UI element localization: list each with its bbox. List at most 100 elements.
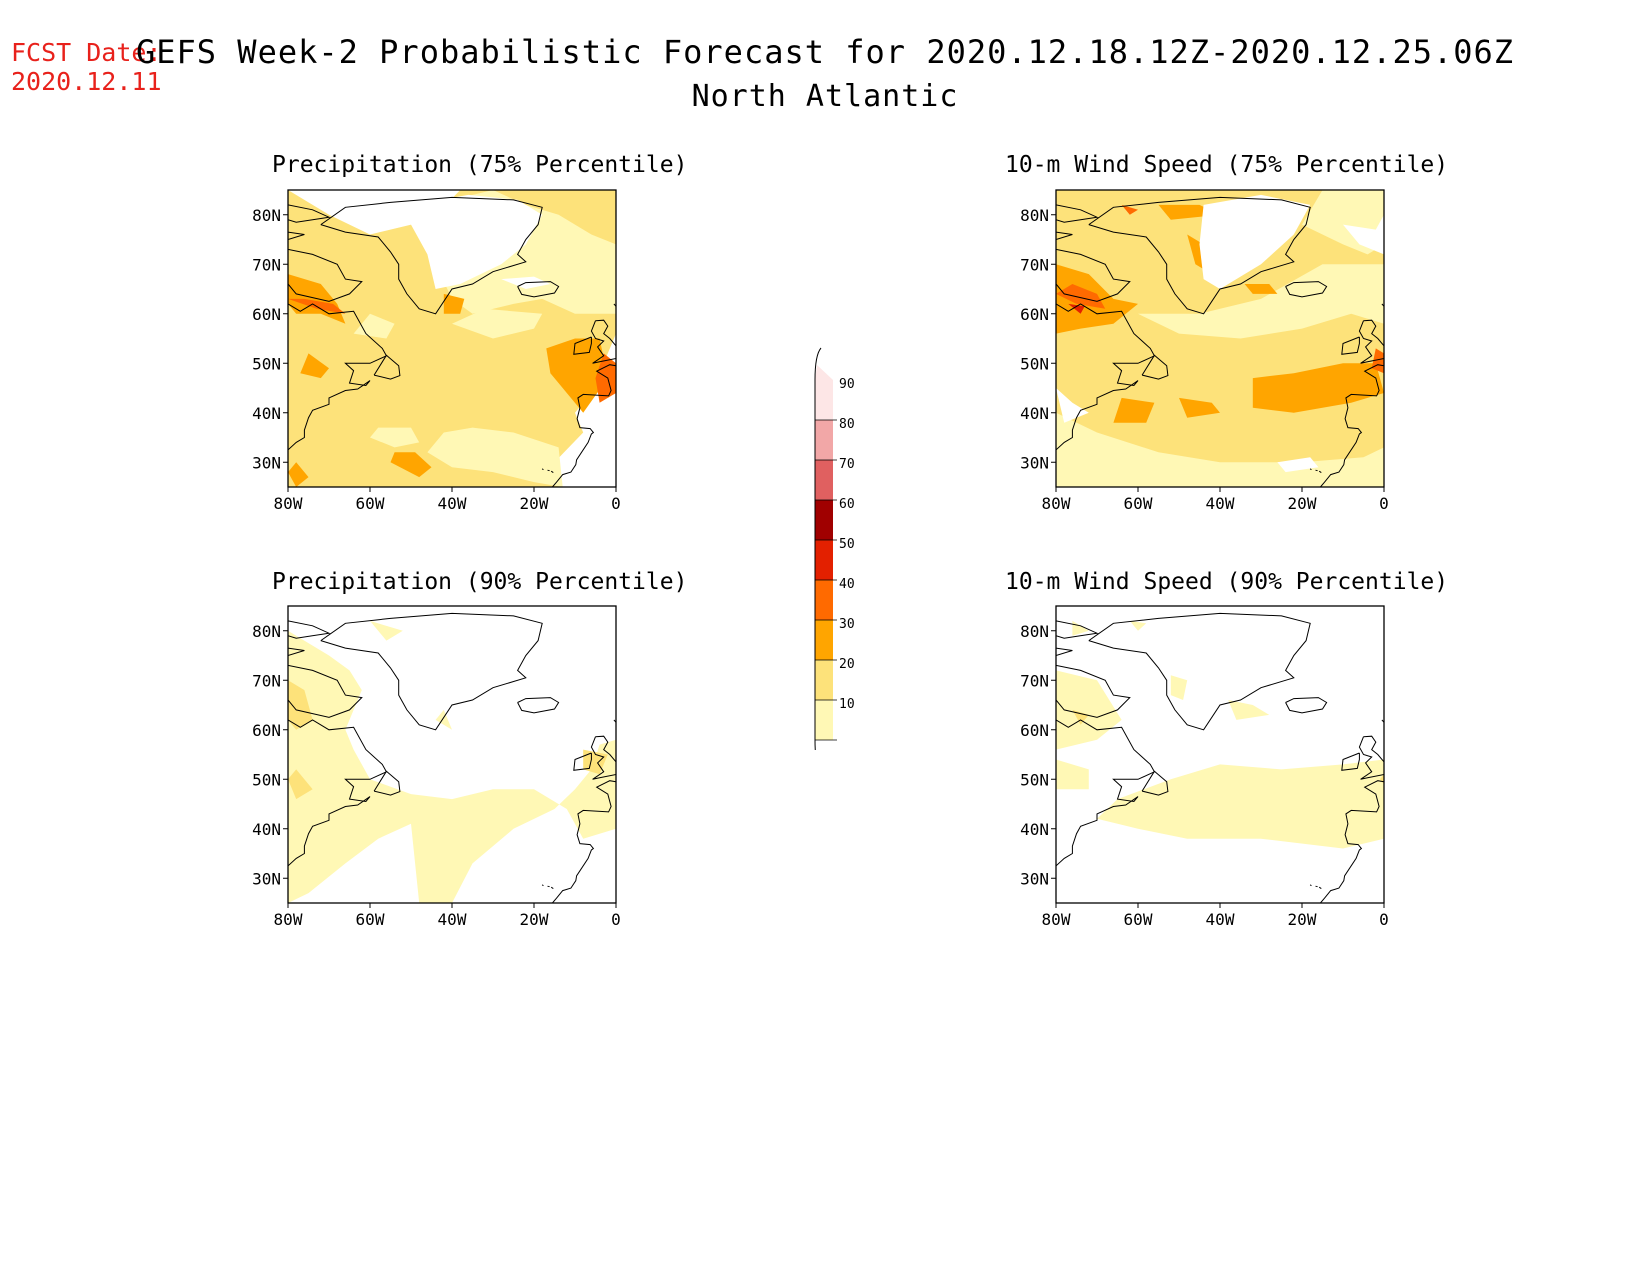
shade-region bbox=[1056, 759, 1089, 790]
shade-region bbox=[370, 427, 420, 448]
shade-region bbox=[1113, 397, 1155, 423]
colorbar-label: 20 bbox=[839, 657, 855, 672]
lat-tick-label: 80N bbox=[252, 206, 281, 225]
shade-region bbox=[300, 353, 329, 379]
colorbar-top-arrow bbox=[815, 365, 833, 380]
coastline bbox=[1309, 468, 1312, 471]
coastline bbox=[288, 231, 305, 240]
colorbar-label: 40 bbox=[839, 577, 855, 592]
lat-tick-label: 40N bbox=[1020, 820, 1049, 839]
map-precip-90: 80N 70N 60N 50N 40N 30N 80W 60W 40W 20W 0 bbox=[252, 605, 621, 929]
page-subtitle: North Atlantic bbox=[691, 79, 959, 114]
shade-region bbox=[288, 680, 313, 730]
colorbar-label: 70 bbox=[839, 457, 855, 472]
coastline bbox=[552, 364, 616, 487]
coastline bbox=[288, 204, 331, 223]
page-title: GEFS Week-2 Probabilistic Forecast for 2… bbox=[135, 33, 1515, 71]
coastline bbox=[1285, 281, 1328, 298]
shade-region bbox=[1138, 264, 1384, 339]
lat-tick-label: 50N bbox=[1020, 770, 1049, 789]
lat-tick-label: 70N bbox=[252, 671, 281, 690]
coastline bbox=[1318, 886, 1322, 890]
coastline bbox=[550, 470, 554, 474]
lon-tick-label: 20W bbox=[520, 494, 549, 513]
coastlines bbox=[1056, 196, 1384, 487]
lon-tick-label: 60W bbox=[356, 910, 385, 929]
panel-title-precip-75: Precipitation (75% Percentile) bbox=[272, 152, 688, 178]
coastline bbox=[517, 281, 560, 298]
lat-tick-label: 30N bbox=[1020, 453, 1049, 472]
coastline bbox=[1318, 470, 1322, 474]
map-background bbox=[1056, 606, 1384, 903]
coastline bbox=[1056, 231, 1073, 240]
lon-tick-label: 80W bbox=[274, 910, 303, 929]
shade-region bbox=[1170, 675, 1188, 700]
lon-tick-label: 80W bbox=[1042, 910, 1071, 929]
coastline bbox=[1341, 336, 1360, 355]
shade-region bbox=[435, 709, 452, 730]
lat-tick-label: 40N bbox=[252, 820, 281, 839]
lon-tick-label: 0 bbox=[1379, 910, 1389, 929]
lon-tick-label: 40W bbox=[438, 910, 467, 929]
colorbar-label: 90 bbox=[839, 377, 855, 392]
shade-region bbox=[575, 422, 616, 487]
coastline bbox=[590, 735, 616, 780]
coastline bbox=[547, 885, 550, 888]
shade-region bbox=[1252, 363, 1384, 413]
coastline bbox=[541, 884, 544, 887]
coastlines bbox=[288, 612, 616, 903]
lat-tick-label: 50N bbox=[252, 770, 281, 789]
lon-tick-label: 60W bbox=[356, 494, 385, 513]
fcst-date-value: 2020.12.11 bbox=[11, 67, 162, 96]
lat-tick-label: 70N bbox=[1020, 255, 1049, 274]
coastline bbox=[550, 886, 554, 890]
lat-tick-label: 30N bbox=[252, 869, 281, 888]
lat-tick-label: 60N bbox=[252, 721, 281, 740]
lat-tick-label: 60N bbox=[1020, 305, 1049, 324]
coastline bbox=[288, 664, 363, 718]
coastline bbox=[320, 612, 543, 731]
colorbar-box bbox=[815, 500, 833, 540]
lat-tick-label: 70N bbox=[252, 255, 281, 274]
lon-tick-label: 40W bbox=[438, 494, 467, 513]
shade-region bbox=[1056, 670, 1122, 750]
colorbar-top-edge bbox=[814, 347, 822, 381]
map-precip-75: 80N 70N 60N 50N 40N 30N 80W 60W 40W 20W 0 bbox=[252, 189, 621, 513]
fcst-date-label: FCST Date: bbox=[11, 38, 162, 67]
colorbar-box bbox=[815, 620, 833, 660]
lat-tick-label: 50N bbox=[1020, 354, 1049, 373]
coastline bbox=[573, 752, 592, 771]
colorbar-box bbox=[815, 580, 833, 620]
shade-region bbox=[1072, 709, 1089, 725]
coastlines bbox=[1056, 612, 1384, 903]
colorbar-box bbox=[815, 660, 833, 700]
shade-region bbox=[1244, 284, 1278, 294]
lat-tick-label: 80N bbox=[1020, 622, 1049, 641]
coastline bbox=[1309, 884, 1312, 887]
coastline bbox=[590, 319, 616, 364]
coastline bbox=[1315, 469, 1318, 472]
shade-region bbox=[288, 606, 616, 903]
coastline bbox=[373, 770, 401, 796]
coastline bbox=[1056, 204, 1099, 223]
coastline bbox=[1088, 612, 1311, 731]
shading-layer bbox=[288, 606, 616, 903]
lat-tick-label: 60N bbox=[252, 305, 281, 324]
map-wind-75: 80N 70N 60N 50N 40N 30N 80W 60W 40W 20W 0 bbox=[1020, 189, 1389, 513]
forecast-date-block: FCST Date: 2020.12.11 bbox=[11, 38, 162, 96]
shade-region bbox=[546, 338, 608, 413]
panel-title-wind-75: 10-m Wind Speed (75% Percentile) bbox=[1005, 152, 1449, 178]
lon-tick-label: 20W bbox=[1288, 910, 1317, 929]
lat-tick-label: 50N bbox=[252, 354, 281, 373]
shade-region bbox=[1228, 700, 1270, 720]
coastline bbox=[1285, 697, 1328, 714]
shade-region bbox=[1121, 204, 1138, 215]
coastline bbox=[541, 468, 544, 471]
coastline bbox=[1315, 885, 1318, 888]
shade-region bbox=[1056, 388, 1089, 423]
coastline bbox=[288, 620, 331, 639]
coastlines bbox=[288, 196, 616, 487]
shade-region bbox=[1277, 457, 1319, 473]
coastline bbox=[1358, 319, 1384, 364]
colorbar-box bbox=[815, 420, 833, 460]
